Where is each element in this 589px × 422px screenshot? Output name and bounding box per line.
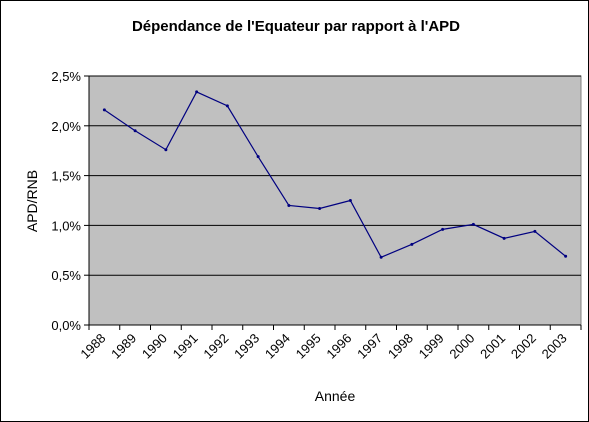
- y-axis-label: APD/RNB: [24, 170, 40, 232]
- x-tick-label: 1997: [354, 331, 385, 362]
- data-point: [502, 236, 506, 240]
- x-axis-label: Année: [315, 388, 356, 404]
- x-tick-label: 1989: [108, 331, 139, 362]
- y-tick-label: 1,5%: [51, 169, 81, 184]
- data-point: [410, 242, 414, 246]
- x-tick-label: 1993: [231, 331, 262, 362]
- data-point: [225, 104, 229, 108]
- x-tick-label: 2000: [446, 331, 477, 362]
- x-tick-label: 1990: [139, 331, 170, 362]
- gridlines: [89, 75, 581, 276]
- data-point: [379, 255, 383, 259]
- x-tick-label: 1996: [323, 331, 354, 362]
- data-point: [533, 229, 537, 233]
- x-tick-label: 1998: [385, 331, 416, 362]
- chart-title: Dépendance de l'Equateur par rapport à l…: [132, 18, 460, 35]
- data-point: [256, 155, 260, 159]
- x-tick-label: 1994: [262, 331, 293, 362]
- data-point: [287, 203, 291, 207]
- x-axis-ticks: 1988 1989 1990 1991 1992 1993 1994 1995 1996 1997…: [77, 324, 582, 362]
- data-point: [348, 199, 352, 202]
- y-tick-label: 0,0%: [51, 318, 81, 333]
- x-tick-label: 1988: [77, 331, 108, 362]
- x-tick-label: 1999: [416, 331, 447, 362]
- data-point: [164, 148, 168, 152]
- x-tick-label: 1992: [200, 331, 231, 362]
- plot-area: [88, 75, 582, 326]
- y-tick-label: 1,0%: [51, 218, 81, 233]
- series-group: [102, 90, 568, 259]
- x-tick-label: 1991: [170, 331, 201, 362]
- data-point: [471, 222, 475, 226]
- x-tick-label: 2002: [508, 331, 539, 362]
- x-tick-label: 2003: [539, 331, 570, 362]
- data-point: [102, 108, 106, 112]
- data-point: [195, 90, 199, 94]
- y-tick-label: 2,5%: [51, 69, 81, 84]
- series-line: [104, 91, 567, 259]
- y-tick-label: 0,5%: [51, 268, 81, 283]
- y-tick-label: 2,0%: [51, 119, 81, 134]
- data-point: [441, 227, 445, 231]
- data-point: [133, 129, 137, 133]
- data-point: [318, 206, 322, 210]
- x-tick-label: 1995: [293, 331, 324, 362]
- data-point: [564, 254, 568, 258]
- y-axis-ticks: 0,0% 0,5% 1,0% 1,5% 2,0% 2,5%: [51, 69, 90, 333]
- x-tick-label: 2001: [477, 331, 508, 362]
